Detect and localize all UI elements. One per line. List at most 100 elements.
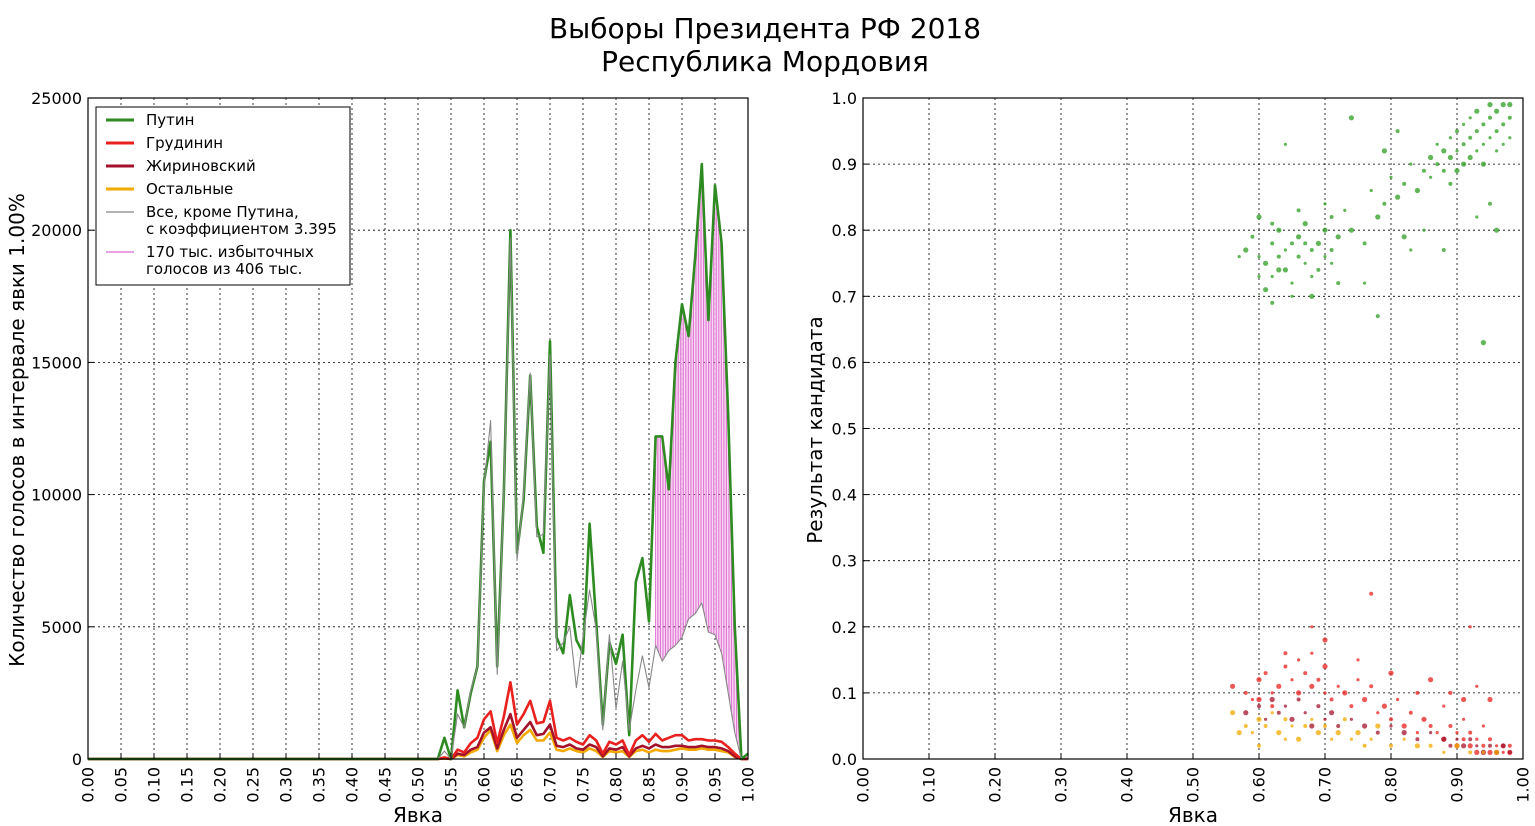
scatter-point [1283, 737, 1287, 741]
scatter-point [1290, 241, 1294, 246]
right-y-tick-label: 0.0 [832, 750, 857, 769]
scatter-point [1330, 737, 1334, 741]
scatter-point [1402, 737, 1406, 741]
scatter-point [1495, 744, 1499, 748]
scatter-point [1263, 724, 1268, 728]
left-y-tick-label: 15000 [31, 353, 82, 372]
scatter-point [1442, 750, 1446, 755]
left-y-tick-label: 0 [72, 750, 82, 769]
scatter-point [1283, 717, 1288, 722]
scatter-point [1487, 102, 1493, 108]
scatter-point [1316, 704, 1321, 709]
legend-label-scaled: Все, кроме Путина, [146, 203, 299, 221]
scatter-point [1323, 255, 1327, 259]
scatter-point [1296, 697, 1301, 702]
scatter-point [1461, 743, 1467, 749]
scatter-point [1336, 281, 1341, 286]
legend: Путин Грудинин Жириновский Остальные Все, кр… [95, 106, 351, 286]
right-y-tick-label: 1.0 [832, 89, 857, 108]
scatter-point [1257, 704, 1261, 709]
histogram-chart: 0.00 0.05 0.10 0.15 0.20 0.25 0.30 0.35 0.40 0.45… [5, 89, 758, 826]
left-x-tick-label: 0.40 [343, 767, 362, 803]
scatter-point [1243, 690, 1248, 695]
scatter-point [1236, 730, 1242, 736]
scatter-point [1448, 690, 1453, 695]
legend-label2-scaled: с коэффициентом 3.395 [146, 220, 337, 238]
scatter-point [1329, 697, 1334, 702]
scatter-point [1382, 201, 1387, 206]
scatter-point [1257, 743, 1261, 748]
scatter-point [1414, 743, 1420, 749]
left-x-tick-label: 0.10 [145, 767, 164, 803]
scatter-point [1448, 136, 1452, 140]
scatter-point [1362, 696, 1368, 703]
scatter-point [1362, 241, 1367, 246]
left-x-tick-label: 0.75 [574, 767, 593, 803]
scatter-point [1480, 161, 1486, 167]
right-x-tick-label: 0.80 [1382, 767, 1401, 803]
scatter-point [1336, 684, 1340, 688]
left-x-tick-label: 0.95 [706, 767, 725, 803]
scatter-point [1256, 214, 1262, 220]
scatter-point [1375, 723, 1381, 729]
scatter-point [1494, 129, 1499, 134]
scatter-point [1480, 340, 1486, 346]
scatter-point [1501, 750, 1505, 755]
scatter-point [1396, 697, 1400, 702]
scatter-point [1488, 136, 1492, 140]
scatter-point [1507, 115, 1512, 120]
scatter-point [1270, 711, 1274, 715]
right-x-tick-label: 0.00 [854, 767, 873, 803]
scatter-point [1508, 136, 1512, 140]
scatter-point [1362, 723, 1368, 729]
scatter-point [1270, 241, 1275, 246]
scatter-point [1454, 743, 1460, 749]
scatter-point [1296, 736, 1302, 742]
scatter-point [1468, 737, 1473, 742]
scatter-point [1330, 261, 1334, 265]
scatter-point [1402, 181, 1407, 186]
left-x-tick-label: 0.20 [211, 767, 230, 803]
scatter-point [1462, 122, 1466, 126]
scatter-point [1369, 737, 1373, 741]
scatter-point [1409, 162, 1413, 166]
left-x-tick-label: 0.65 [508, 767, 527, 803]
scatter-point [1263, 287, 1269, 293]
scatter-point [1375, 730, 1380, 735]
scatter-point [1283, 704, 1287, 708]
scatter-point [1468, 625, 1472, 629]
right-y-tick-label: 0.5 [832, 420, 857, 439]
scatter-point [1442, 704, 1446, 708]
scatter-point [1309, 723, 1315, 729]
scatter-point [1336, 724, 1341, 728]
scatter-point [1501, 142, 1505, 146]
scatter-point [1270, 704, 1275, 709]
left-y-tick-label: 10000 [31, 486, 82, 505]
scatter-point [1270, 691, 1274, 695]
scatter-point [1422, 228, 1426, 232]
scatter-point [1468, 135, 1473, 140]
left-y-tick-label: 5000 [41, 618, 82, 637]
scatter-point [1461, 696, 1467, 703]
scatter-point [1329, 248, 1334, 252]
scatter-point [1448, 743, 1453, 748]
scatter-point [1408, 710, 1413, 715]
scatter-point [1388, 670, 1394, 676]
scatter-point [1481, 743, 1486, 748]
right-x-tick-label: 0.10 [920, 767, 939, 803]
scatter-point [1310, 717, 1314, 721]
scatter-point [1269, 696, 1275, 703]
right-x-tick-label: 1.00 [1514, 767, 1533, 803]
scatter-point [1270, 300, 1275, 305]
scatter-point [1263, 260, 1269, 266]
scatter-point [1322, 663, 1328, 670]
scatter-point [1428, 724, 1433, 728]
scatter-point [1475, 149, 1479, 153]
scatter-point [1329, 710, 1335, 716]
left-x-tick-label: 0.15 [178, 767, 197, 803]
scatter-point [1283, 664, 1288, 669]
scatter-point [1401, 234, 1407, 240]
scatter-point [1429, 731, 1433, 735]
right-x-tick-label: 0.90 [1448, 767, 1467, 803]
